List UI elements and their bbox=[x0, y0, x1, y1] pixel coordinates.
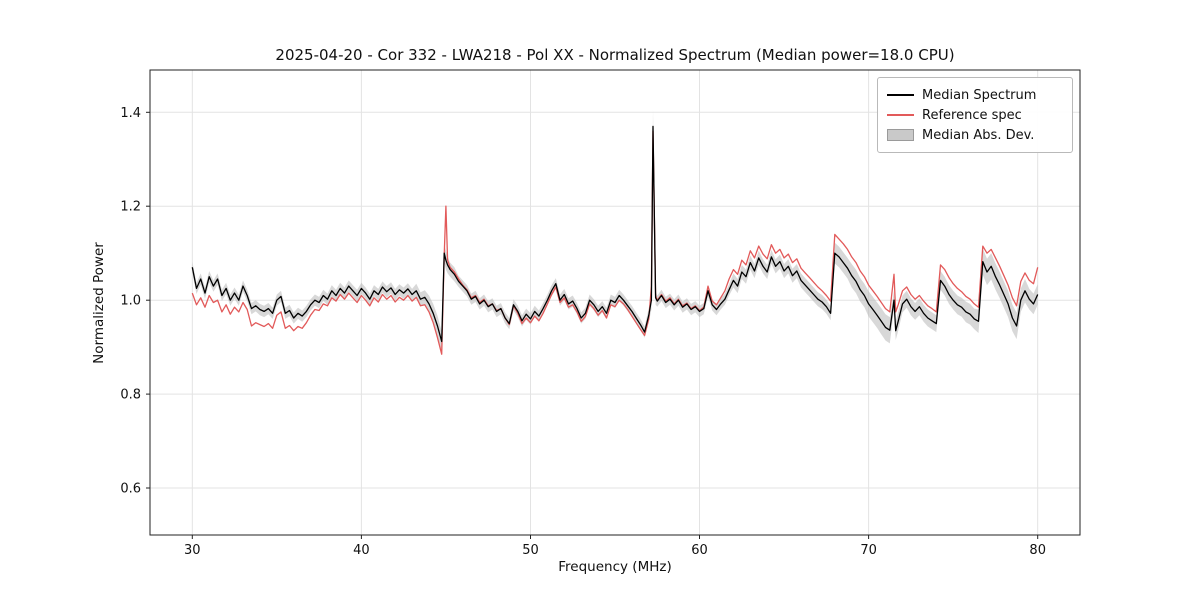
legend-item-median-abs-dev: Median Abs. Dev. bbox=[887, 125, 1062, 145]
svg-text:80: 80 bbox=[1029, 543, 1046, 558]
legend-line-sample-median bbox=[887, 94, 914, 96]
svg-text:70: 70 bbox=[860, 543, 877, 558]
svg-text:1.0: 1.0 bbox=[120, 294, 141, 309]
svg-text:40: 40 bbox=[353, 543, 370, 558]
y-axis-label: Normalized Power bbox=[91, 241, 108, 364]
legend-label-median-spectrum: Median Spectrum bbox=[922, 87, 1037, 103]
legend-line-sample-reference bbox=[887, 114, 914, 116]
legend: Median Spectrum Reference spec Median Ab… bbox=[877, 77, 1073, 153]
svg-text:50: 50 bbox=[522, 543, 539, 558]
legend-label-median-abs-dev: Median Abs. Dev. bbox=[922, 127, 1035, 143]
y-axis-label-wrap: Normalized Power bbox=[88, 70, 110, 535]
svg-text:1.4: 1.4 bbox=[120, 106, 141, 121]
chart-title: 2025-04-20 - Cor 332 - LWA218 - Pol XX -… bbox=[275, 46, 955, 64]
x-axis-label: Frequency (MHz) bbox=[558, 559, 672, 575]
svg-text:30: 30 bbox=[184, 543, 201, 558]
legend-item-reference-spec: Reference spec bbox=[887, 105, 1062, 125]
svg-text:60: 60 bbox=[691, 543, 708, 558]
legend-label-reference-spec: Reference spec bbox=[922, 107, 1022, 123]
legend-item-median-spectrum: Median Spectrum bbox=[887, 85, 1062, 105]
svg-text:1.2: 1.2 bbox=[120, 200, 141, 215]
svg-text:0.6: 0.6 bbox=[120, 482, 141, 497]
legend-patch-sample-mad bbox=[887, 129, 914, 141]
svg-text:0.8: 0.8 bbox=[120, 388, 141, 403]
